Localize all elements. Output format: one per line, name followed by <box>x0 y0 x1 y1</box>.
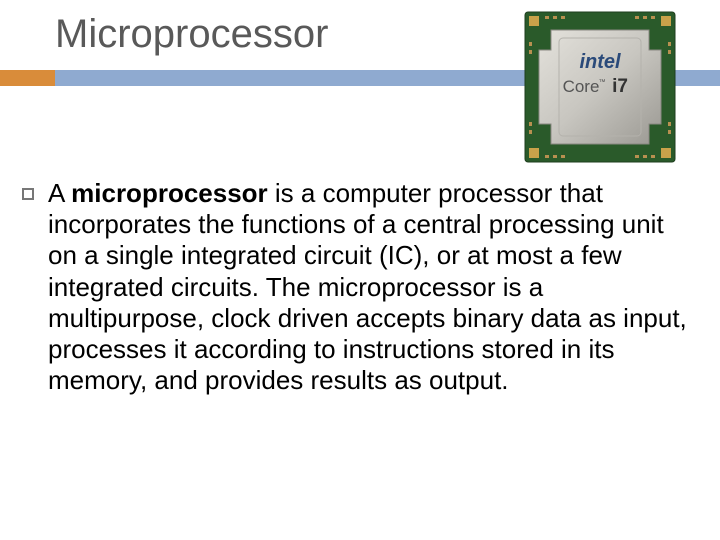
body-prefix: A <box>48 178 71 208</box>
bullet-item: A microprocessor is a computer processor… <box>22 178 690 396</box>
cpu-brand-text: intel <box>579 51 621 73</box>
cpu-model-text: i7 <box>612 76 628 97</box>
slide: Microprocessor <box>0 0 720 540</box>
body-area: A microprocessor is a computer processor… <box>22 178 690 396</box>
page-title: Microprocessor <box>55 12 328 57</box>
body-bold: microprocessor <box>71 178 268 208</box>
cpu-core-text: Core <box>563 77 600 96</box>
cpu-chip-image: intel Core ™ i7 <box>515 2 685 172</box>
body-paragraph: A microprocessor is a computer processor… <box>48 178 690 396</box>
body-rest: is a computer processor that incorporate… <box>48 178 687 395</box>
cpu-chip-icon: intel Core ™ i7 <box>515 2 685 172</box>
cpu-tm-text: ™ <box>599 79 606 86</box>
accent-orange <box>0 70 55 86</box>
square-bullet-icon <box>22 188 34 200</box>
